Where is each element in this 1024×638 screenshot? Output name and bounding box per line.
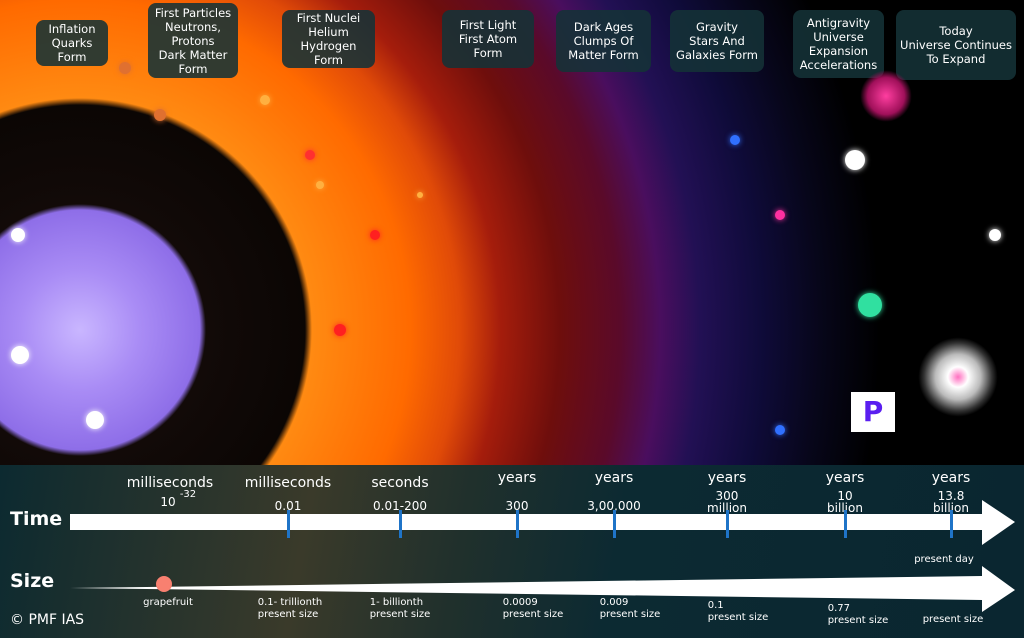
size-value: 0.009 present size (599, 597, 661, 620)
size-arrow (70, 566, 1015, 612)
time-unit: seconds (371, 475, 429, 491)
stage-label: Gravity Stars And Galaxies Form (670, 10, 764, 72)
particle-icon (119, 62, 131, 74)
time-unit: years (594, 470, 634, 486)
stage-label: Dark Ages Clumps Of Matter Form (556, 10, 651, 72)
size-label: Size (10, 570, 55, 592)
time-unit: years (931, 470, 971, 486)
particle-icon (775, 425, 785, 435)
galaxy-pink-icon (860, 70, 912, 122)
time-tick (726, 510, 729, 538)
particle-icon (260, 95, 270, 105)
time-unit: years (497, 470, 537, 486)
size-value: 0.77 present size (827, 603, 889, 626)
time-value: 10 (160, 495, 176, 509)
stage-label: First Particles Neutrons, Protons Dark M… (148, 3, 238, 78)
time-tick (613, 510, 616, 538)
stage-label: Today Universe Continues To Expand (896, 10, 1016, 80)
stage-label: Antigravity Universe Expansion Accelerat… (793, 10, 884, 78)
stage-label: First Light First Atom Form (442, 10, 534, 68)
time-value: 0.01-200 (373, 499, 427, 513)
size-value: 0.1 present size (707, 600, 769, 623)
grapefruit-icon (156, 576, 172, 592)
timeline-panel (0, 465, 1024, 638)
particle-icon (305, 150, 315, 160)
particle-icon (154, 109, 166, 121)
copyright: © PMF IAS (10, 612, 85, 628)
particle-icon (730, 135, 740, 145)
time-value: 300 million (707, 489, 747, 515)
particle-icon (775, 210, 785, 220)
particle-icon (316, 181, 324, 189)
time-value: 300 (505, 499, 529, 513)
time-value: 13.8 billion (933, 489, 969, 515)
stage-label: First Nuclei Helium Hydrogen Form (282, 10, 375, 68)
time-exponent: -32 (179, 489, 197, 500)
particle-icon (11, 346, 29, 364)
time-unit: years (825, 470, 865, 486)
time-tick (950, 510, 953, 538)
present-day-label: present day (914, 554, 974, 565)
particle-icon (845, 150, 865, 170)
stage-label: Inflation Quarks Form (36, 20, 108, 66)
particle-icon (858, 293, 882, 317)
time-unit: milliseconds (126, 475, 214, 491)
particle-icon (989, 229, 1001, 241)
particle-icon (11, 228, 25, 242)
particle-icon (334, 324, 346, 336)
particle-icon (370, 230, 380, 240)
time-value: 0.01 (274, 499, 302, 513)
time-label: Time (10, 508, 63, 530)
size-value: 0.0009 present size (502, 597, 564, 620)
particle-icon (417, 192, 423, 198)
size-value: 0.1- trillionth present size (257, 597, 323, 620)
particle-icon (86, 411, 104, 429)
galaxy-icon (918, 337, 998, 417)
size-value: grapefruit (143, 597, 193, 608)
time-tick (287, 510, 290, 538)
time-arrow (70, 500, 1015, 545)
size-value: present size (922, 614, 984, 625)
time-unit: years (707, 470, 747, 486)
time-tick (399, 510, 402, 538)
time-unit: milliseconds (244, 475, 332, 491)
pmf-logo: P (851, 392, 895, 432)
time-tick (516, 510, 519, 538)
time-tick (844, 510, 847, 538)
time-value: 3,00,000 (587, 499, 641, 513)
time-value: 10 billion (827, 489, 863, 515)
size-value: 1- billionth present size (369, 597, 431, 620)
